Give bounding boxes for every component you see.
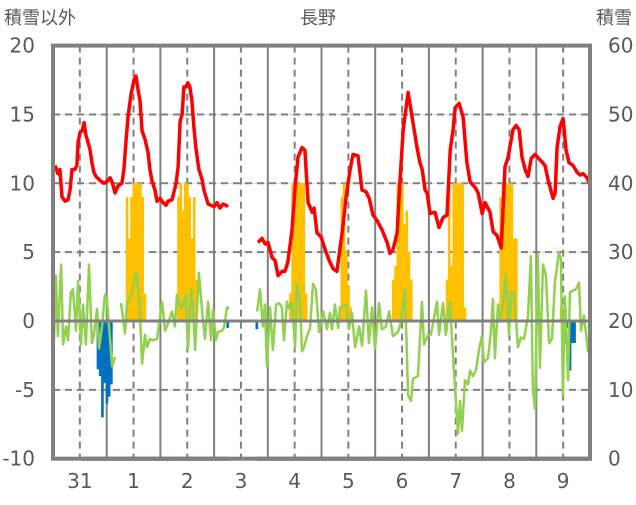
right-tick-label: 10 bbox=[608, 378, 633, 402]
orange-bar bbox=[398, 183, 402, 321]
left-tick-label: 5 bbox=[22, 240, 35, 264]
x-tick-label: 9 bbox=[557, 469, 570, 493]
orange-bar bbox=[447, 183, 451, 321]
blue-bar bbox=[103, 321, 106, 383]
left-tick-label: 10 bbox=[10, 171, 35, 195]
x-tick-label: 2 bbox=[181, 469, 194, 493]
blue-bar bbox=[570, 321, 574, 344]
blue-bar bbox=[105, 321, 109, 404]
orange-bar bbox=[300, 183, 303, 321]
orange-bar bbox=[136, 183, 140, 321]
orange-bar bbox=[450, 265, 453, 321]
orange-bar bbox=[293, 183, 297, 321]
left-tick-label: -10 bbox=[2, 447, 35, 471]
right-tick-label: 40 bbox=[608, 171, 633, 195]
orange-bar bbox=[400, 183, 404, 321]
right-axis-title: 積雪 bbox=[596, 8, 632, 29]
orange-bar bbox=[452, 183, 456, 321]
blue-bar bbox=[573, 321, 576, 344]
orange-bar bbox=[506, 183, 509, 321]
green-line bbox=[51, 250, 592, 436]
orange-bar bbox=[405, 210, 409, 321]
orange-bar bbox=[127, 238, 131, 321]
orange-bar bbox=[407, 252, 411, 321]
right-tick-label: 0 bbox=[608, 447, 621, 471]
orange-bar bbox=[510, 183, 514, 321]
bars bbox=[96, 183, 576, 418]
orange-bar bbox=[134, 183, 138, 321]
orange-bar bbox=[445, 279, 449, 321]
orange-bar bbox=[181, 210, 185, 321]
orange-bar bbox=[394, 265, 397, 321]
x-tick-label: 31 bbox=[67, 469, 92, 493]
x-tick-label: 6 bbox=[396, 469, 409, 493]
orange-bar bbox=[499, 197, 503, 321]
orange-bar bbox=[503, 183, 507, 321]
orange-bar bbox=[515, 238, 518, 321]
orange-bar bbox=[132, 183, 136, 321]
x-tick-label: 8 bbox=[503, 469, 516, 493]
plot-frame bbox=[51, 43, 592, 461]
orange-bar bbox=[192, 197, 196, 321]
orange-bar bbox=[139, 183, 142, 321]
orange-bar bbox=[463, 307, 467, 321]
red-line bbox=[53, 74, 592, 278]
orange-bar bbox=[340, 197, 344, 321]
orange-bar bbox=[391, 279, 395, 321]
orange-bar bbox=[508, 183, 511, 321]
orange-bar bbox=[409, 279, 413, 321]
orange-bar bbox=[396, 183, 400, 321]
left-tick-label: 0 bbox=[22, 309, 35, 333]
orange-bar bbox=[403, 224, 406, 321]
orange-bar bbox=[347, 285, 350, 321]
orange-bar bbox=[512, 238, 516, 321]
right-tick-label: 60 bbox=[608, 34, 633, 58]
orange-bar bbox=[177, 197, 180, 321]
blue-bar bbox=[566, 321, 570, 328]
orange-bar bbox=[141, 197, 145, 321]
x-tick-label: 4 bbox=[288, 469, 301, 493]
orange-bar bbox=[188, 197, 192, 321]
orange-bar bbox=[291, 183, 294, 321]
axes bbox=[51, 43, 592, 461]
left-axis-title: 積雪以外 bbox=[4, 8, 76, 29]
orange-bar bbox=[302, 183, 306, 321]
orange-bar bbox=[456, 183, 460, 321]
blue-bar bbox=[101, 321, 104, 418]
orange-bar bbox=[342, 183, 346, 321]
orange-bar bbox=[186, 183, 189, 321]
orange-bar bbox=[130, 197, 133, 321]
left-tick-label: -5 bbox=[15, 378, 35, 402]
orange-bar bbox=[344, 252, 348, 321]
orange-bar bbox=[125, 197, 129, 321]
orange-bar bbox=[304, 293, 308, 321]
left-tick-label: 15 bbox=[10, 102, 35, 126]
x-tick-label: 3 bbox=[235, 469, 248, 493]
blue-bar bbox=[107, 321, 111, 397]
orange-bar bbox=[190, 238, 194, 321]
orange-bar bbox=[501, 183, 505, 321]
orange-bar bbox=[454, 183, 458, 321]
x-tick-label: 5 bbox=[342, 469, 355, 493]
right-tick-label: 30 bbox=[608, 240, 633, 264]
right-tick-label: 20 bbox=[608, 309, 633, 333]
orange-bar bbox=[459, 183, 462, 321]
blue-bar bbox=[255, 321, 259, 330]
blue-bar bbox=[568, 321, 572, 371]
orange-bar bbox=[461, 183, 464, 321]
blue-bar bbox=[226, 321, 230, 328]
left-tick-label: 20 bbox=[10, 34, 35, 58]
orange-bar bbox=[295, 183, 299, 321]
x-tick-label: 7 bbox=[449, 469, 462, 493]
orange-bar bbox=[298, 183, 301, 321]
orange-bar bbox=[143, 293, 147, 321]
chart-title: 長野 bbox=[300, 8, 336, 29]
orange-bar bbox=[183, 183, 187, 321]
orange-bar bbox=[179, 183, 183, 321]
x-tick-label: 1 bbox=[127, 469, 140, 493]
right-tick-label: 50 bbox=[608, 102, 633, 126]
